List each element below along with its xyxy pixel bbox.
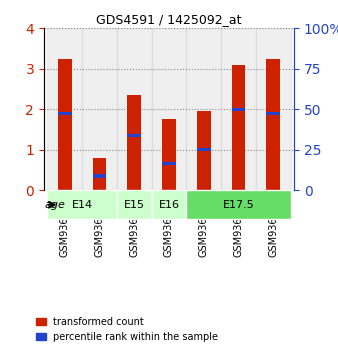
Bar — [221, 28, 256, 190]
FancyBboxPatch shape — [47, 190, 117, 219]
Bar — [117, 28, 152, 190]
Text: E14: E14 — [72, 200, 93, 210]
Bar — [82, 28, 117, 190]
Bar — [266, 112, 280, 115]
Bar — [127, 134, 141, 137]
FancyBboxPatch shape — [152, 190, 186, 219]
Title: GDS4591 / 1425092_at: GDS4591 / 1425092_at — [96, 13, 242, 26]
Bar — [232, 108, 245, 111]
Bar — [93, 158, 106, 190]
Bar — [58, 59, 72, 190]
FancyBboxPatch shape — [117, 190, 152, 219]
Text: E17.5: E17.5 — [223, 200, 255, 210]
Legend: transformed count, percentile rank within the sample: transformed count, percentile rank withi… — [32, 313, 222, 346]
Bar — [197, 148, 211, 151]
FancyBboxPatch shape — [186, 190, 291, 219]
Bar — [162, 162, 176, 165]
Bar — [152, 28, 186, 190]
Bar — [266, 59, 280, 190]
Bar — [47, 28, 82, 190]
Bar — [127, 95, 141, 190]
Text: E16: E16 — [159, 200, 179, 210]
Bar — [232, 65, 245, 190]
Bar — [162, 119, 176, 190]
Bar — [93, 174, 106, 178]
Text: age: age — [45, 200, 66, 210]
Bar — [186, 28, 221, 190]
Bar — [58, 112, 72, 115]
Bar — [256, 28, 291, 190]
Bar — [197, 111, 211, 190]
Text: E15: E15 — [124, 200, 145, 210]
